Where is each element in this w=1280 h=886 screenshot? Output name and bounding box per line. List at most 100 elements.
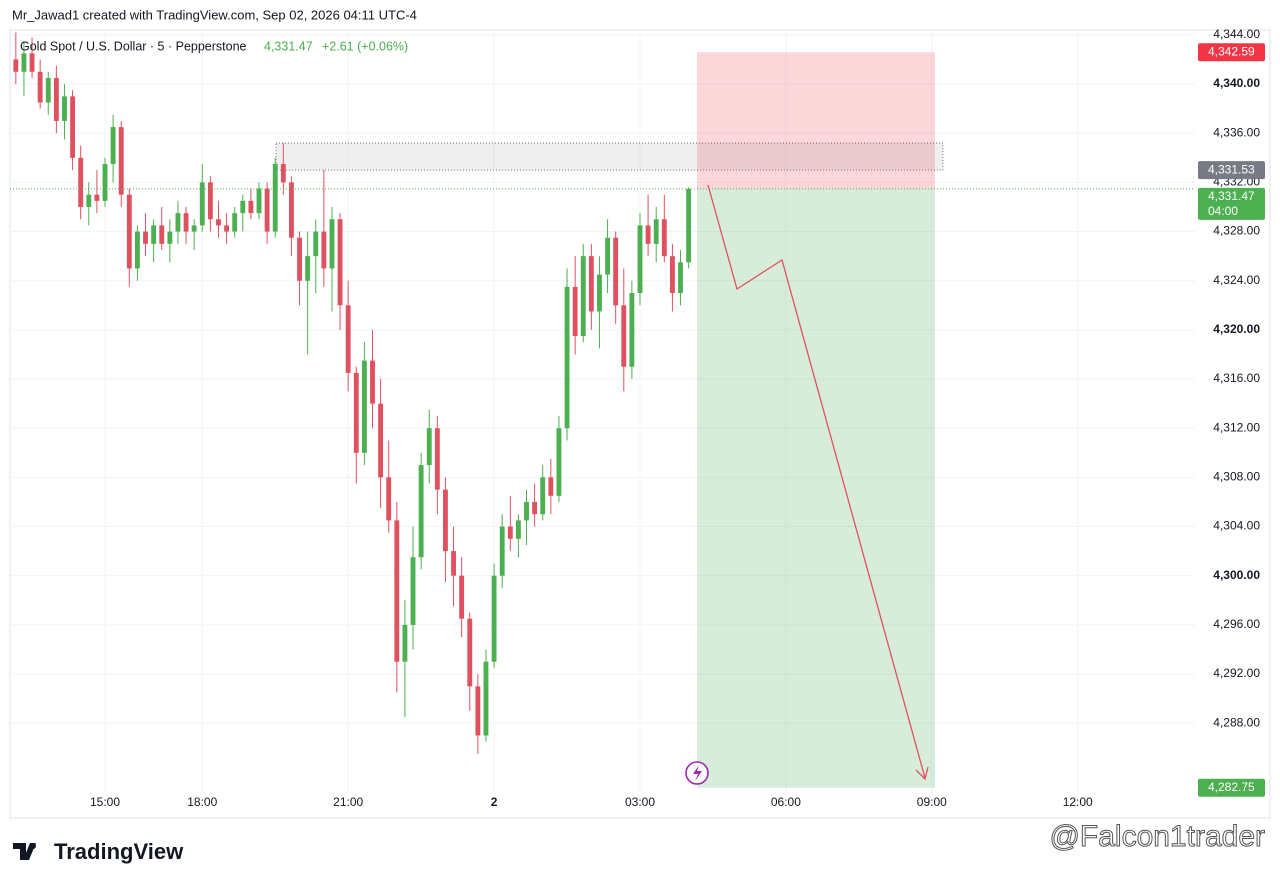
candle-body xyxy=(143,231,148,244)
legend-symbol: Gold Spot / U.S. Dollar · 5 · Pepperston… xyxy=(20,39,247,53)
candle-body xyxy=(151,225,157,244)
candle-body xyxy=(240,200,246,214)
candle-body xyxy=(361,360,367,453)
candle-body xyxy=(605,237,610,275)
candle-body xyxy=(207,182,213,220)
candle-body xyxy=(70,96,76,158)
candle-body xyxy=(345,305,351,373)
x-tick-label: 12:00 xyxy=(1063,795,1093,809)
event-bolt xyxy=(693,765,702,781)
y-tick-label: 4,316.00 xyxy=(1213,371,1260,385)
candle-body xyxy=(191,225,197,232)
candle-body xyxy=(224,225,230,232)
candle-body xyxy=(434,428,440,490)
y-tick-label: 4,328.00 xyxy=(1213,224,1260,238)
watermark: @Falcon1trader xyxy=(1049,820,1265,853)
countdown: 04:00 xyxy=(1208,204,1238,218)
candle-body xyxy=(507,526,513,539)
candle-body xyxy=(402,624,408,662)
candle-body xyxy=(21,53,27,72)
price-label: 4,331.47 xyxy=(1208,189,1255,203)
candle-body xyxy=(653,219,659,244)
candle-body xyxy=(386,477,392,521)
x-tick-label: 2 xyxy=(491,795,498,809)
candle-body xyxy=(256,188,262,214)
brand-logo xyxy=(13,843,36,860)
candle-body xyxy=(637,225,643,294)
brand: TradingView xyxy=(54,839,184,864)
candle-body xyxy=(588,256,594,312)
candle-body xyxy=(183,213,189,232)
candle-body xyxy=(78,157,84,207)
y-tick-label: 4,336.00 xyxy=(1213,125,1260,139)
candle-body xyxy=(645,225,651,244)
candle-body xyxy=(102,163,108,201)
candle-body xyxy=(629,293,635,367)
candle-body xyxy=(669,256,675,294)
candle-body xyxy=(37,71,43,103)
candle-body xyxy=(451,551,456,576)
candle-body xyxy=(53,77,59,121)
candle-body xyxy=(572,286,578,337)
candle-body xyxy=(686,188,692,263)
candle-body xyxy=(297,237,302,281)
y-tick-label: 4,324.00 xyxy=(1213,273,1260,287)
candle-body xyxy=(321,231,327,269)
y-tick-label: 4,288.00 xyxy=(1213,715,1260,729)
stop-zone xyxy=(697,52,935,189)
candle-body xyxy=(378,403,384,478)
x-tick-label: 06:00 xyxy=(771,795,801,809)
candle-body xyxy=(580,256,586,337)
candle-body xyxy=(216,219,221,226)
candle-body xyxy=(305,256,311,281)
x-tick-label: 15:00 xyxy=(90,795,120,809)
x-tick-label: 21:00 xyxy=(333,795,363,809)
legend-change: +2.61 (+0.06%) xyxy=(322,39,408,53)
y-tick-label: 4,296.00 xyxy=(1213,617,1260,631)
brand-logo-dot xyxy=(30,843,36,849)
y-tick-label: 4,344.00 xyxy=(1213,27,1260,41)
candle-body xyxy=(524,501,529,521)
candle-body xyxy=(564,286,570,429)
candle-body xyxy=(110,127,116,164)
price-label-box xyxy=(1198,161,1265,180)
y-tick-label: 4,300.00 xyxy=(1213,568,1260,582)
candle-body xyxy=(556,428,562,496)
candle-body xyxy=(248,200,254,214)
price-label: 4,342.59 xyxy=(1208,44,1255,58)
candle-body xyxy=(678,262,683,294)
candle-body xyxy=(394,520,400,662)
candle-body xyxy=(410,557,416,625)
candle-body xyxy=(45,77,51,103)
candle-body xyxy=(264,188,270,232)
y-tick-label: 4,320.00 xyxy=(1213,322,1260,336)
y-tick-label: 4,304.00 xyxy=(1213,519,1260,533)
price-label-box xyxy=(1198,187,1265,220)
candle-body xyxy=(475,686,481,736)
y-tick-label: 4,312.00 xyxy=(1213,420,1260,434)
candle-body xyxy=(370,360,375,404)
candle-body xyxy=(621,305,627,367)
price-label-box xyxy=(1198,778,1265,797)
candle-body xyxy=(272,163,278,232)
x-tick-label: 18:00 xyxy=(187,795,217,809)
y-tick-label: 4,308.00 xyxy=(1213,470,1260,484)
x-tick-label: 03:00 xyxy=(625,795,655,809)
target-zone xyxy=(697,188,935,788)
candle-body xyxy=(418,465,424,558)
candle-body xyxy=(329,219,335,269)
projection-arrow xyxy=(707,184,926,779)
candle-body xyxy=(597,274,602,312)
candle-body xyxy=(483,661,489,736)
candle-body xyxy=(29,53,35,72)
x-tick-label: 09:00 xyxy=(917,795,947,809)
candle-body xyxy=(94,194,100,201)
candle-body xyxy=(134,231,140,269)
candle-body xyxy=(613,237,619,306)
header: Mr_Jawad1 created with TradingView.com, … xyxy=(12,7,417,22)
candle-body xyxy=(232,213,238,232)
candle-body xyxy=(62,96,67,121)
candle-body xyxy=(167,231,173,244)
candle-body xyxy=(499,526,505,576)
